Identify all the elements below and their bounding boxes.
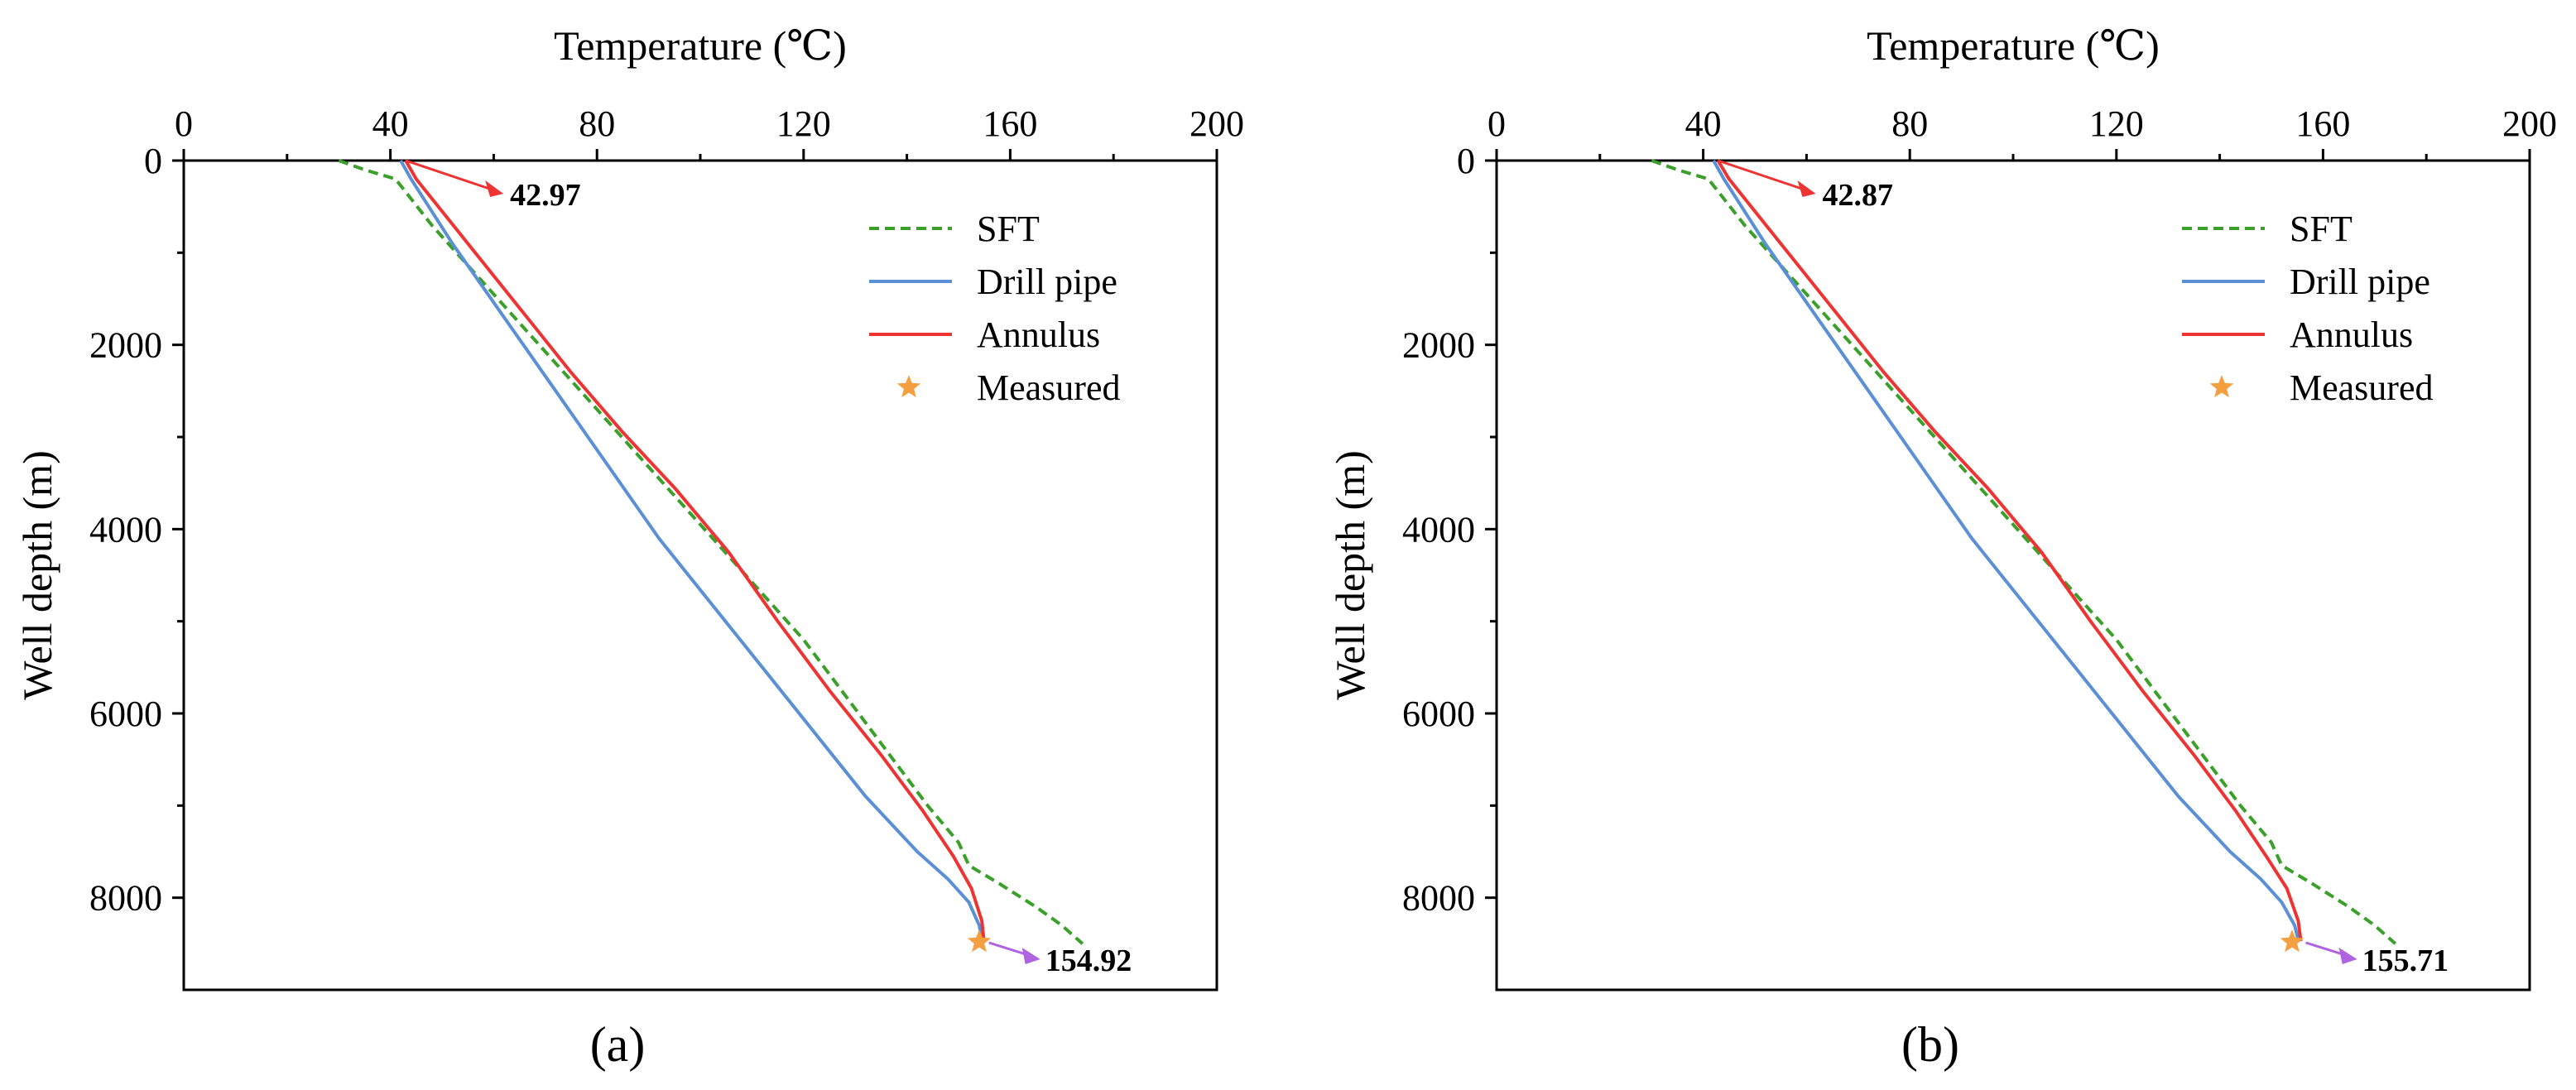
annotation-label: 42.97 xyxy=(510,178,581,213)
y-axis-title: Well depth (m) xyxy=(1327,450,1373,699)
x-tick-label: 40 xyxy=(1685,103,1722,144)
legend-marker xyxy=(896,375,921,398)
series-line-sft xyxy=(338,159,1084,945)
annotation-label: 42.87 xyxy=(1823,178,1894,213)
y-tick-label: 2000 xyxy=(1402,325,1475,366)
series-line-drill-pipe xyxy=(1712,160,2301,943)
x-tick-label: 80 xyxy=(579,103,615,144)
series-line-drill-pipe xyxy=(399,160,984,943)
legend-label: Measured xyxy=(2290,367,2434,408)
legend-label: Annulus xyxy=(2290,315,2413,355)
measured-point xyxy=(967,929,992,953)
y-tick-label: 6000 xyxy=(89,694,162,734)
series-line-annulus xyxy=(1716,159,2303,942)
x-tick-label: 120 xyxy=(776,103,831,144)
annotation-arrowhead xyxy=(485,180,504,197)
x-tick-label: 0 xyxy=(175,103,193,144)
x-tick-label: 80 xyxy=(1891,103,1928,144)
x-axis-title: Temperature (℃) xyxy=(1867,22,2160,69)
y-axis-title: Well depth (m) xyxy=(14,450,60,699)
annotation-label: 154.92 xyxy=(1045,944,1132,978)
x-tick-label: 120 xyxy=(2089,103,2144,144)
measured-point xyxy=(2280,929,2304,953)
annotation-label: 155.71 xyxy=(2362,944,2449,978)
y-tick-label: 8000 xyxy=(89,878,162,919)
chart-panel-b: 0 40 80 120 160 20002000400060008000Temperatu… xyxy=(1327,22,2557,1072)
annotation-arrowhead xyxy=(2338,947,2357,964)
x-tick-label: 160 xyxy=(2295,103,2350,144)
y-tick-label: 4000 xyxy=(1402,509,1475,550)
series-line-annulus xyxy=(404,160,986,942)
annotation-arrow xyxy=(1718,159,1809,193)
legend-label: SFT xyxy=(977,209,1040,249)
x-axis-title: Temperature (℃) xyxy=(554,22,847,69)
y-tick-label: 0 xyxy=(1457,141,1475,181)
annotation-arrowhead xyxy=(1797,180,1816,197)
legend-label: Annulus xyxy=(977,315,1100,355)
x-tick-label: 160 xyxy=(983,103,1037,144)
annotation-arrow xyxy=(405,159,497,193)
chart-panel-a: 0 40 80 120 160 20002000400060008000Temperatu… xyxy=(14,22,1244,1072)
panel-label: (a) xyxy=(590,1017,646,1072)
legend-label: Drill pipe xyxy=(2290,262,2430,302)
y-tick-label: 6000 xyxy=(1402,694,1475,734)
x-tick-label: 200 xyxy=(2502,103,2557,144)
x-tick-label: 200 xyxy=(1189,103,1244,144)
x-tick-label: 40 xyxy=(372,103,409,144)
y-tick-label: 2000 xyxy=(89,325,162,366)
y-tick-label: 4000 xyxy=(89,509,162,550)
legend-label: Drill pipe xyxy=(977,262,1117,302)
annotation-arrowhead xyxy=(1021,947,1040,964)
series-line-sft xyxy=(1651,159,2397,945)
y-tick-label: 0 xyxy=(144,141,162,181)
legend-label: SFT xyxy=(2290,209,2353,249)
legend-label: Measured xyxy=(977,367,1121,408)
y-tick-label: 8000 xyxy=(1402,878,1475,919)
x-tick-label: 0 xyxy=(1487,103,1506,144)
legend-marker xyxy=(2209,375,2234,398)
panel-label: (b) xyxy=(1901,1017,1959,1072)
